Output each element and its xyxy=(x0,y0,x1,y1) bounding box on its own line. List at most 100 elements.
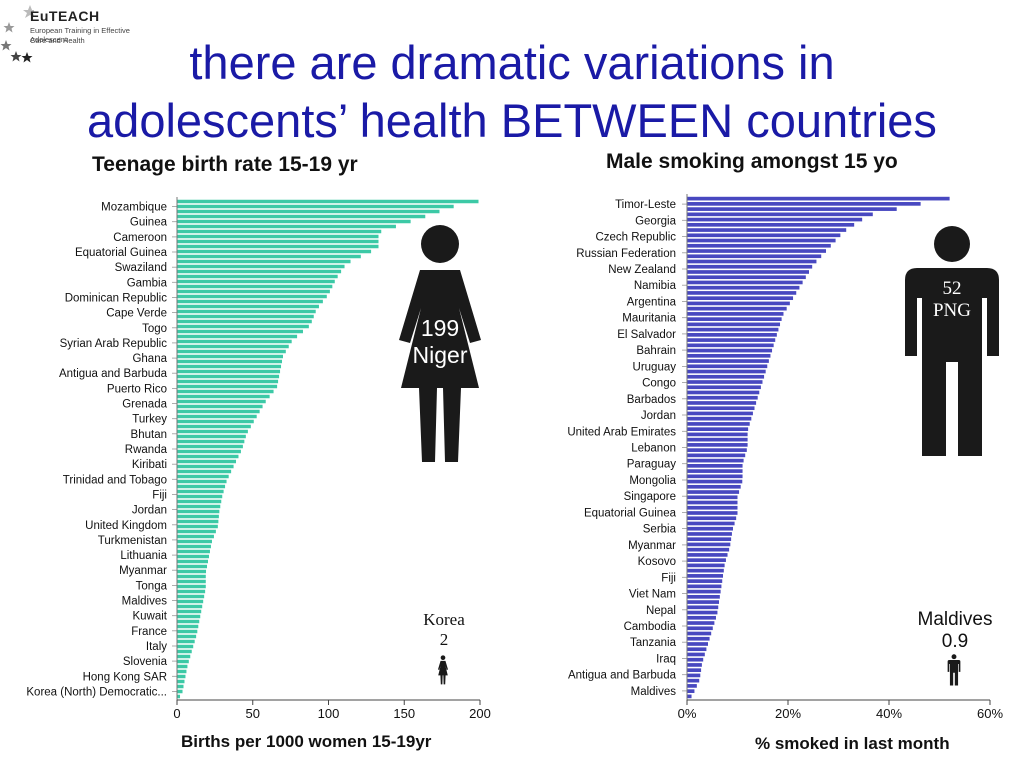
smoking-high-country: PNG xyxy=(932,300,971,321)
smoking-bar xyxy=(687,196,950,201)
births-bar xyxy=(177,674,186,679)
smoking-category-label: Viet Nam xyxy=(629,589,676,601)
smoking-bar xyxy=(687,521,735,526)
births-bar xyxy=(177,209,440,214)
smoking-bar xyxy=(687,631,712,636)
smoking-x-tick-label: 0% xyxy=(678,706,697,721)
births-bar xyxy=(177,599,204,604)
smoking-category-label: Bahrain xyxy=(636,345,676,357)
births-bar xyxy=(177,469,232,474)
smoking-bar xyxy=(687,579,723,583)
births-bar xyxy=(177,509,220,514)
births-bar xyxy=(177,444,243,449)
births-bar xyxy=(177,594,205,599)
smoking-bar xyxy=(687,526,733,531)
smoking-bar xyxy=(687,574,724,578)
births-category-label: Trinidad and Tobago xyxy=(63,474,167,486)
smoking-bar xyxy=(687,537,732,542)
births-category-label: Fiji xyxy=(152,490,167,502)
births-bar xyxy=(177,499,222,504)
smoking-bar xyxy=(687,359,769,363)
births-bar xyxy=(177,529,216,534)
smoking-category-label: Equatorial Guinea xyxy=(584,507,677,519)
smoking-bar xyxy=(687,626,713,631)
births-bar xyxy=(177,459,237,464)
smoking-bar xyxy=(687,322,781,327)
smoking-bar xyxy=(687,317,782,321)
births-bar xyxy=(177,584,206,589)
smoking-category-label: Uruguay xyxy=(633,361,677,373)
births-category-label: Kuwait xyxy=(132,611,167,623)
births-x-tick-label: 0 xyxy=(173,706,180,721)
births-bar xyxy=(177,399,266,404)
births-bar xyxy=(177,679,185,684)
smoking-bar xyxy=(687,369,766,374)
births-category-label: Ghana xyxy=(132,353,167,365)
logo-name: EuTEACH xyxy=(30,8,100,24)
smoking-bar xyxy=(687,270,809,274)
births-bar xyxy=(177,574,206,579)
smoking-category-label: New Zealand xyxy=(608,264,676,276)
births-bar xyxy=(177,589,206,594)
smoking-x-tick-label: 60% xyxy=(977,706,1003,721)
births-bar xyxy=(177,214,426,219)
smoking-chart-title: Male smoking amongst 15 yo xyxy=(606,150,898,173)
births-bar xyxy=(177,549,210,554)
smoking-bar xyxy=(687,563,725,568)
births-category-label: Togo xyxy=(142,323,167,335)
smoking-bar xyxy=(687,217,863,222)
smoking-bar xyxy=(687,464,743,468)
births-category-label: France xyxy=(131,626,167,638)
births-high-country: Niger xyxy=(412,342,468,368)
births-bar xyxy=(177,354,283,359)
births-bar xyxy=(177,439,245,444)
births-category-label: Slovenia xyxy=(123,656,168,668)
smoking-category-label: Fiji xyxy=(661,572,676,584)
births-bar xyxy=(177,404,263,409)
births-bar xyxy=(177,419,254,424)
smoking-bar xyxy=(687,673,701,678)
smoking-bar xyxy=(687,568,724,573)
male-figure-icon xyxy=(905,226,999,456)
smoking-high-value: 52 xyxy=(942,278,962,299)
births-bar xyxy=(177,269,342,274)
births-bar xyxy=(177,364,282,369)
births-bar xyxy=(177,544,211,549)
smoking-bar xyxy=(687,243,831,248)
births-bar xyxy=(177,569,207,574)
births-bar xyxy=(177,409,260,414)
smoking-bar xyxy=(687,406,755,411)
births-bar xyxy=(177,649,192,654)
births-bar xyxy=(177,304,319,309)
births-bar xyxy=(177,204,454,209)
births-bar xyxy=(177,329,303,334)
births-x-axis-label: Births per 1000 women 15-19yr xyxy=(181,732,432,751)
births-bar xyxy=(177,424,251,429)
smoking-bar xyxy=(687,437,748,442)
smoking-category-label: Mongolia xyxy=(629,475,676,487)
smoking-bar xyxy=(687,353,771,358)
smoking-category-label: Tanzania xyxy=(630,637,677,649)
births-bar xyxy=(177,429,248,434)
smoking-bar xyxy=(687,222,855,227)
smoking-bar xyxy=(687,301,790,306)
smoking-bar xyxy=(687,207,897,211)
births-bar xyxy=(177,474,229,479)
births-category-label: Cameroon xyxy=(113,232,167,244)
smoking-bar xyxy=(687,422,750,426)
births-bar xyxy=(177,494,223,499)
births-bar xyxy=(177,434,246,439)
births-bar xyxy=(177,619,200,624)
births-x-tick-label: 200 xyxy=(469,706,491,721)
smoking-bar xyxy=(687,448,747,452)
smoking-bar xyxy=(687,411,753,416)
births-bar xyxy=(177,334,298,339)
births-bar xyxy=(177,669,187,674)
logo-subtitle-line-1: European Training in Effective Adolescen… xyxy=(30,26,130,44)
smoking-bar xyxy=(687,364,768,369)
smoking-bar xyxy=(687,338,776,342)
births-bar xyxy=(177,644,194,649)
births-bar xyxy=(177,559,208,564)
births-category-label: Turkmenistan xyxy=(98,535,167,547)
births-bar xyxy=(177,234,379,239)
